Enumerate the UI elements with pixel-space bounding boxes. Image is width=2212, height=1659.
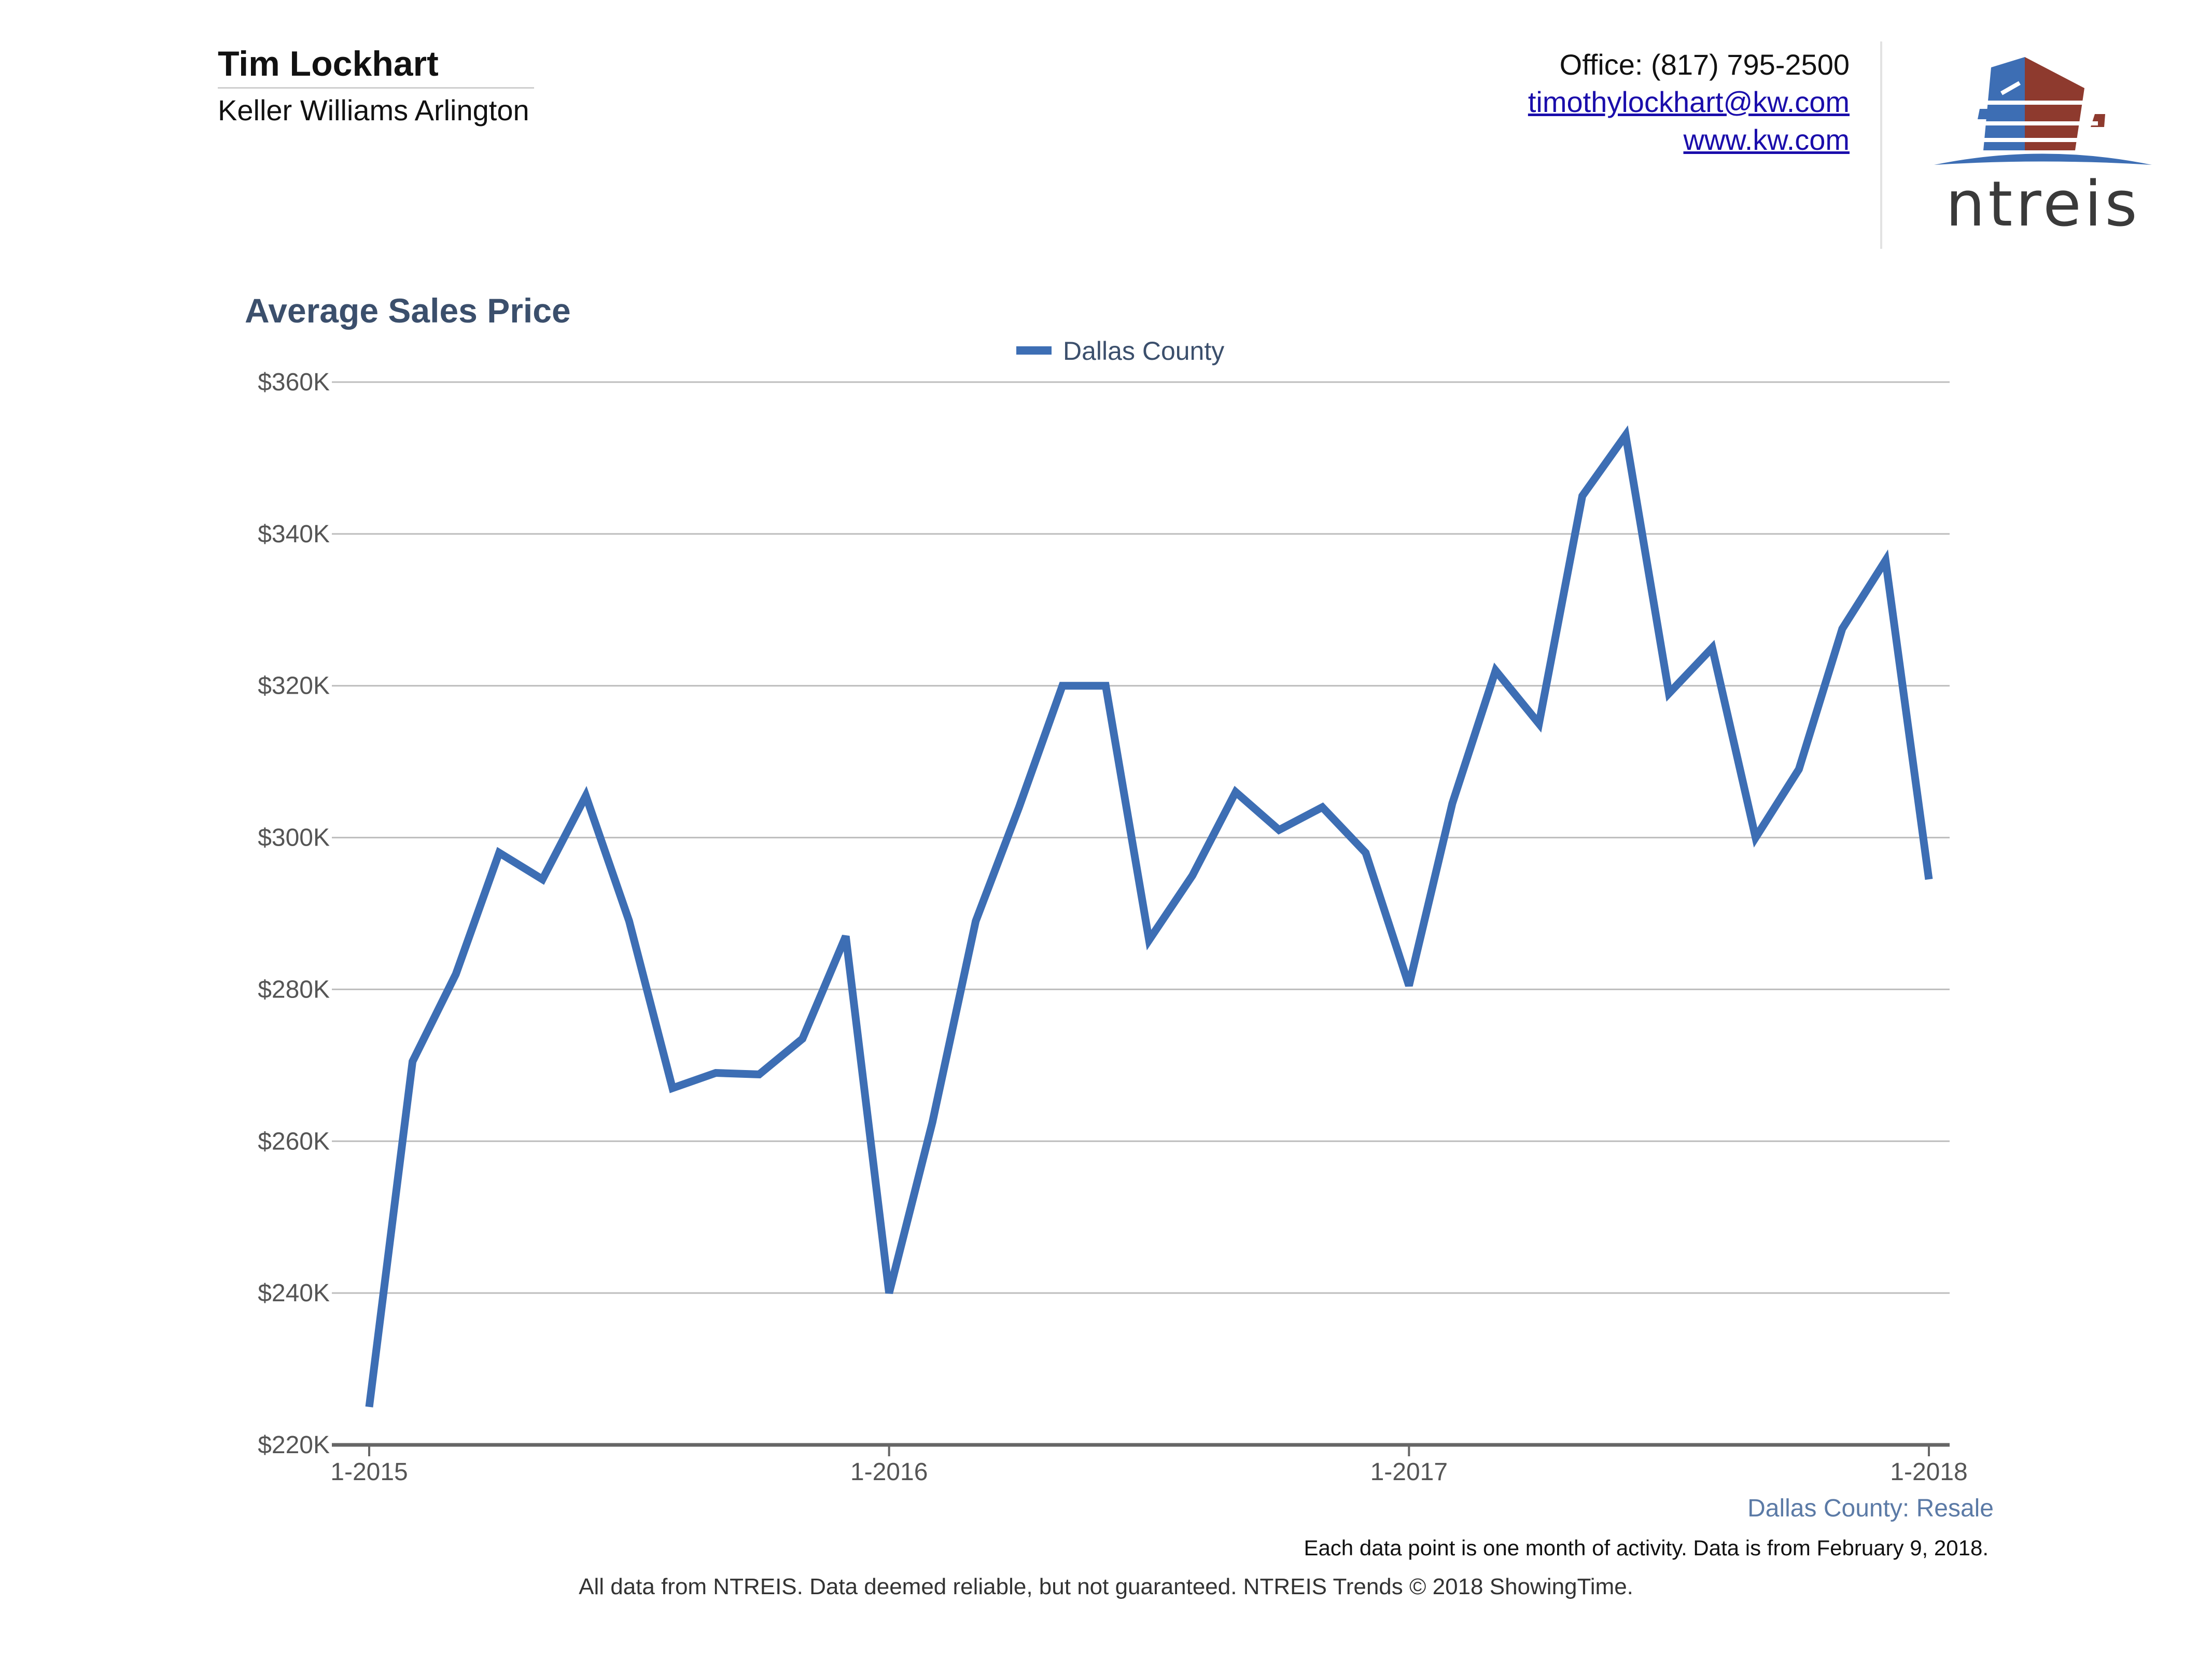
- x-tick-label: 1-2016: [850, 1458, 928, 1486]
- x-axis: 1-2015 1-2016 1-2017 1-2018: [330, 1445, 1968, 1486]
- y-tick-label: $240K: [258, 1280, 330, 1307]
- grid: [332, 381, 1950, 1447]
- x-tick-label: 1-2015: [330, 1458, 408, 1486]
- chart-title: Average Sales Price: [245, 291, 571, 330]
- y-tick-label: $220K: [258, 1431, 330, 1459]
- footer-disclaimer: All data from NTREIS. Data deemed reliab…: [579, 1574, 1633, 1599]
- chart-subtitle: Dallas County: Resale: [1747, 1495, 1994, 1522]
- logo-wordmark: ntreis: [1945, 168, 2140, 233]
- office-phone: Office: (817) 795-2500: [1559, 48, 1850, 81]
- agent-company: Keller Williams Arlington: [218, 94, 529, 126]
- series-line: [365, 425, 1933, 1408]
- y-tick-label: $340K: [258, 521, 330, 548]
- agent-name: Tim Lockhart: [218, 44, 439, 83]
- header-divider: [1880, 41, 1882, 249]
- legend-swatch: [1016, 346, 1052, 355]
- website-link[interactable]: www.kw.com: [1683, 123, 1850, 156]
- logo-base-arc-icon: [1934, 153, 2152, 165]
- name-underline: [218, 87, 534, 89]
- legend: Dallas County: [1016, 336, 1224, 365]
- legend-entry-dallas-county: Dallas County: [1063, 336, 1224, 365]
- chart-note: Each data point is one month of activity…: [1304, 1536, 1989, 1560]
- ntreis-logo: ntreis: [1934, 57, 2152, 233]
- y-tick-label: $260K: [258, 1128, 330, 1155]
- y-axis: $220K $240K $260K $280K $300K $320K $340K $360K: [258, 369, 330, 1459]
- x-tick-label: 1-2018: [1890, 1458, 1967, 1486]
- y-tick-label: $360K: [258, 369, 330, 396]
- x-tick-label: 1-2017: [1370, 1458, 1448, 1486]
- email-link[interactable]: timothylockhart@kw.com: [1528, 86, 1850, 118]
- y-tick-label: $320K: [258, 672, 330, 700]
- y-tick-label: $280K: [258, 976, 330, 1003]
- y-tick-label: $300K: [258, 824, 330, 852]
- series-dallas-county: [365, 425, 1933, 1408]
